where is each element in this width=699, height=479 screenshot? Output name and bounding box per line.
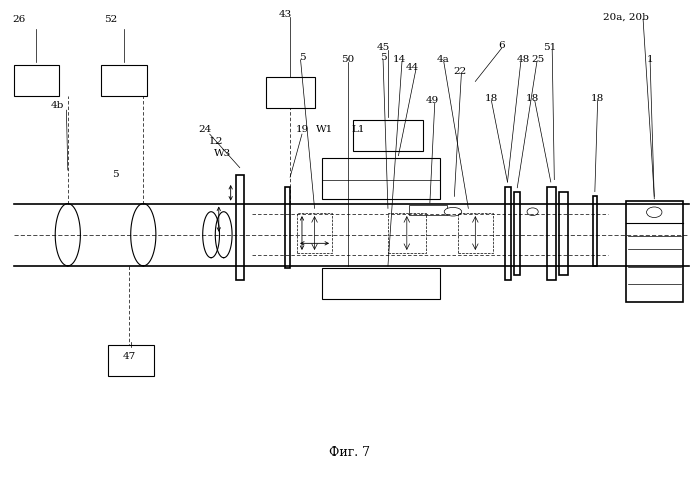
Text: 26: 26 <box>13 15 25 23</box>
Text: 19: 19 <box>296 125 308 134</box>
Bar <box>626 201 683 302</box>
Bar <box>388 213 426 253</box>
Text: 14: 14 <box>394 56 406 64</box>
Text: 24: 24 <box>199 125 211 134</box>
Text: L2: L2 <box>210 137 224 146</box>
Text: 22: 22 <box>454 68 466 76</box>
Text: 5: 5 <box>380 53 387 62</box>
Bar <box>322 158 440 199</box>
Bar <box>593 196 597 266</box>
Text: W1: W1 <box>317 125 333 134</box>
Bar <box>236 175 244 280</box>
Text: 18: 18 <box>591 94 604 103</box>
Bar <box>285 187 290 268</box>
Bar <box>353 120 423 151</box>
Text: 4b: 4b <box>50 101 64 110</box>
Bar <box>458 213 493 253</box>
Text: 48: 48 <box>517 56 529 64</box>
Text: 25: 25 <box>532 56 545 64</box>
Bar <box>322 268 440 299</box>
Text: 45: 45 <box>377 44 389 52</box>
Text: 5: 5 <box>298 53 305 62</box>
Text: 43: 43 <box>279 10 291 19</box>
Bar <box>505 187 511 280</box>
Ellipse shape <box>647 207 662 217</box>
Ellipse shape <box>445 207 461 216</box>
Text: 44: 44 <box>406 63 419 71</box>
Text: 51: 51 <box>544 44 556 52</box>
Bar <box>409 205 447 215</box>
Bar <box>547 187 556 280</box>
Text: W3: W3 <box>214 149 231 158</box>
Bar <box>514 192 520 275</box>
Text: 50: 50 <box>342 56 354 64</box>
Text: 47: 47 <box>123 353 136 361</box>
Text: Фиг. 7: Фиг. 7 <box>329 446 370 459</box>
Text: 18: 18 <box>485 94 498 103</box>
Bar <box>14 65 59 96</box>
Text: 4a: 4a <box>437 56 449 64</box>
Text: 5: 5 <box>112 171 119 179</box>
Text: 49: 49 <box>426 96 438 105</box>
Text: 1: 1 <box>647 56 654 64</box>
Text: 6: 6 <box>498 41 505 50</box>
Text: 20a, 20b: 20a, 20b <box>603 12 649 21</box>
Bar <box>559 192 568 275</box>
Text: 18: 18 <box>526 94 539 103</box>
Ellipse shape <box>527 208 538 216</box>
Bar <box>101 65 147 96</box>
Text: L1: L1 <box>352 125 366 134</box>
Bar <box>266 77 315 108</box>
Bar <box>297 213 332 253</box>
Bar <box>108 345 154 376</box>
Text: 52: 52 <box>104 15 117 23</box>
